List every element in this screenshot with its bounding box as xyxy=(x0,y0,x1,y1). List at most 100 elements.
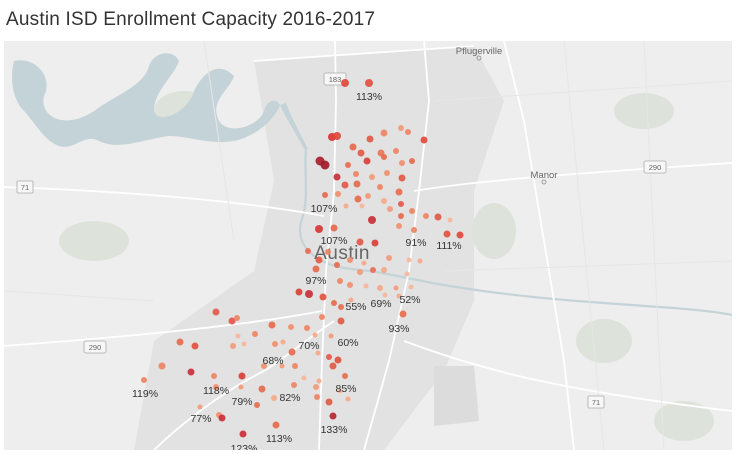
school-marker[interactable] xyxy=(328,333,334,339)
school-marker[interactable] xyxy=(456,231,464,239)
school-marker[interactable] xyxy=(333,173,341,181)
school-marker[interactable] xyxy=(366,135,374,143)
school-marker[interactable] xyxy=(405,129,411,135)
school-marker[interactable] xyxy=(420,136,428,144)
school-marker[interactable] xyxy=(377,285,383,291)
school-marker[interactable] xyxy=(369,174,375,180)
school-marker[interactable] xyxy=(329,362,337,370)
school-marker[interactable] xyxy=(234,315,240,321)
school-marker[interactable] xyxy=(342,373,348,379)
school-marker[interactable] xyxy=(398,125,404,131)
school-marker[interactable] xyxy=(348,297,354,303)
school-marker[interactable] xyxy=(319,293,327,301)
school-marker[interactable] xyxy=(254,402,260,408)
school-marker[interactable] xyxy=(187,368,195,376)
school-marker[interactable] xyxy=(211,373,217,379)
school-marker[interactable] xyxy=(258,385,266,393)
school-marker[interactable] xyxy=(357,269,363,275)
school-marker[interactable] xyxy=(423,213,429,219)
school-marker[interactable] xyxy=(330,224,338,232)
school-marker[interactable] xyxy=(304,325,310,331)
school-marker[interactable] xyxy=(272,341,278,347)
school-marker[interactable] xyxy=(396,293,402,299)
school-marker[interactable] xyxy=(409,158,415,164)
school-marker[interactable] xyxy=(238,384,244,390)
school-marker[interactable] xyxy=(382,292,388,298)
school-marker[interactable] xyxy=(191,342,199,350)
school-marker[interactable] xyxy=(370,267,376,273)
school-marker[interactable] xyxy=(417,258,423,264)
school-marker[interactable] xyxy=(349,143,357,151)
map[interactable]: Pflugerville Manor Austin 183 290 290 71 71 11… xyxy=(4,41,732,450)
school-marker[interactable] xyxy=(398,213,404,219)
school-marker[interactable] xyxy=(334,356,342,364)
school-marker[interactable] xyxy=(329,412,337,420)
school-marker[interactable] xyxy=(337,317,345,325)
school-marker[interactable] xyxy=(325,398,333,406)
school-marker[interactable] xyxy=(409,208,415,214)
school-marker[interactable] xyxy=(345,162,351,168)
school-marker[interactable] xyxy=(395,188,403,196)
school-marker[interactable] xyxy=(434,213,442,221)
school-marker[interactable] xyxy=(443,230,451,238)
school-marker[interactable] xyxy=(280,339,286,345)
school-marker[interactable] xyxy=(399,310,407,318)
school-marker[interactable] xyxy=(345,396,351,402)
school-marker[interactable] xyxy=(320,160,330,170)
school-marker[interactable] xyxy=(377,184,383,190)
school-marker[interactable] xyxy=(291,382,297,388)
school-marker[interactable] xyxy=(212,308,220,316)
map-canvas[interactable]: Pflugerville Manor Austin 183 290 290 71 71 11… xyxy=(4,41,732,450)
school-marker[interactable] xyxy=(235,333,241,339)
school-marker[interactable] xyxy=(398,174,406,182)
school-marker[interactable] xyxy=(384,170,390,176)
school-marker[interactable] xyxy=(365,79,373,87)
school-marker[interactable] xyxy=(368,216,376,224)
school-marker[interactable] xyxy=(331,300,337,306)
school-marker[interactable] xyxy=(361,260,367,266)
school-marker[interactable] xyxy=(239,430,247,438)
school-marker[interactable] xyxy=(393,285,399,291)
school-marker[interactable] xyxy=(381,154,387,160)
school-marker[interactable] xyxy=(268,321,276,329)
school-marker[interactable] xyxy=(404,271,410,277)
school-marker[interactable] xyxy=(356,238,364,246)
school-marker[interactable] xyxy=(295,288,303,296)
school-marker[interactable] xyxy=(314,394,320,400)
school-marker[interactable] xyxy=(176,338,184,346)
school-marker[interactable] xyxy=(241,341,247,347)
school-marker[interactable] xyxy=(288,324,294,330)
school-marker[interactable] xyxy=(158,362,166,370)
school-marker[interactable] xyxy=(411,227,417,233)
school-marker[interactable] xyxy=(288,348,296,356)
school-marker[interactable] xyxy=(271,395,277,401)
school-marker[interactable] xyxy=(353,171,359,177)
school-marker[interactable] xyxy=(387,206,393,212)
school-marker[interactable] xyxy=(408,284,414,290)
school-marker[interactable] xyxy=(386,255,392,261)
school-marker[interactable] xyxy=(371,239,379,247)
school-marker[interactable] xyxy=(359,203,365,209)
school-marker[interactable] xyxy=(301,375,307,381)
school-marker[interactable] xyxy=(261,363,267,369)
school-marker[interactable] xyxy=(334,262,340,268)
school-marker[interactable] xyxy=(363,283,369,289)
school-marker[interactable] xyxy=(406,257,412,263)
school-marker[interactable] xyxy=(396,223,402,229)
school-marker[interactable] xyxy=(228,317,236,325)
school-marker[interactable] xyxy=(322,192,328,198)
school-marker[interactable] xyxy=(315,225,323,233)
school-markers[interactable] xyxy=(141,79,464,438)
school-marker[interactable] xyxy=(341,181,349,189)
school-marker[interactable] xyxy=(272,421,280,429)
school-marker[interactable] xyxy=(353,180,361,188)
school-marker[interactable] xyxy=(230,343,236,349)
school-marker[interactable] xyxy=(399,160,405,166)
school-marker[interactable] xyxy=(292,363,298,369)
school-marker[interactable] xyxy=(141,377,147,383)
school-marker[interactable] xyxy=(333,132,341,140)
school-marker[interactable] xyxy=(354,195,362,203)
school-marker[interactable] xyxy=(218,414,226,422)
school-marker[interactable] xyxy=(398,201,404,207)
school-marker[interactable] xyxy=(252,331,258,337)
